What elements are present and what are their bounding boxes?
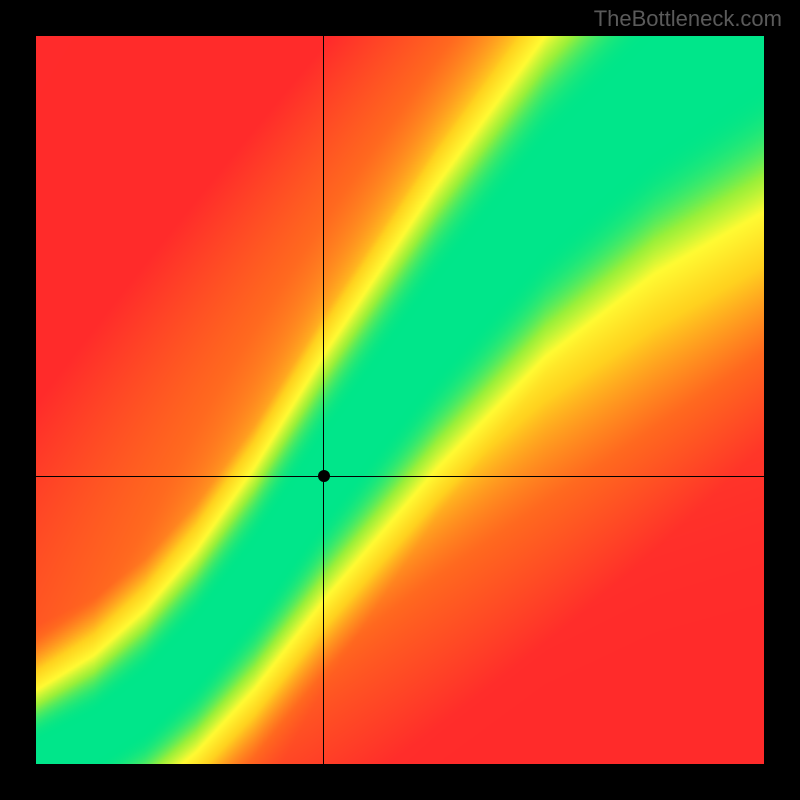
crosshair-vertical bbox=[323, 36, 324, 764]
heatmap-plot-area bbox=[36, 36, 764, 764]
selection-marker-dot bbox=[318, 470, 330, 482]
heatmap-canvas bbox=[36, 36, 764, 764]
crosshair-horizontal bbox=[36, 476, 764, 477]
watermark-text: TheBottleneck.com bbox=[594, 6, 782, 32]
